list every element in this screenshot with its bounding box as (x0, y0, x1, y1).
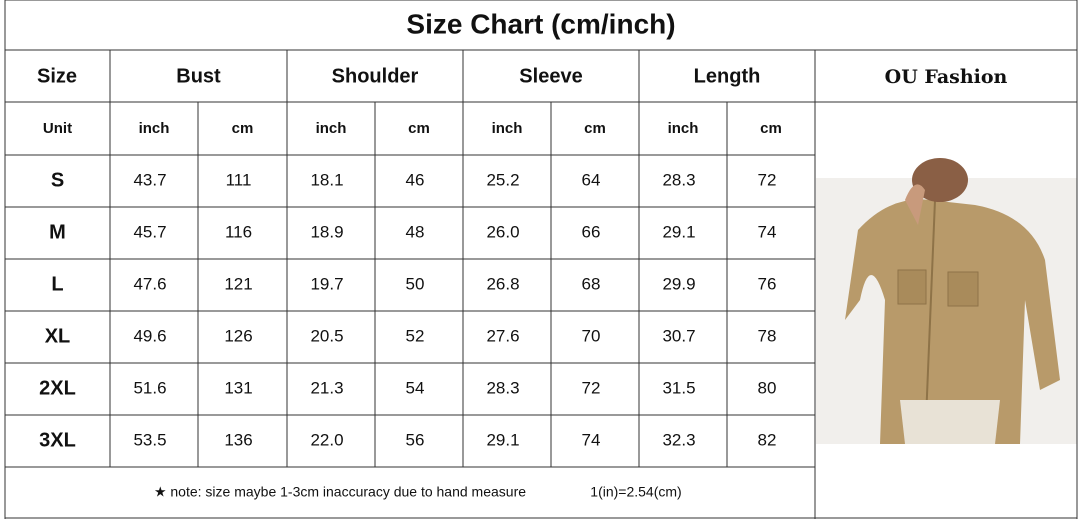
cell-value: 72 (582, 378, 601, 397)
unit-label: cm (408, 120, 430, 137)
cell-value: 28.3 (662, 170, 695, 189)
brand: OU Fashion (885, 66, 1008, 88)
cell-value: 27.6 (486, 326, 519, 345)
table-grid (4, 0, 1078, 519)
group-header: Bust (176, 65, 221, 87)
cell-value: 54 (406, 378, 425, 397)
cell-value: 74 (758, 222, 777, 241)
size-label: 3XL (39, 429, 76, 451)
unit-label: inch (139, 120, 170, 137)
unit-label: Unit (43, 120, 72, 137)
cell-value: 45.7 (133, 222, 166, 241)
cell-value: 136 (224, 430, 252, 449)
group-header: Sleeve (519, 65, 582, 87)
cell-value: 64 (582, 170, 601, 189)
cell-value: 29.1 (486, 430, 519, 449)
unit-label: inch (316, 120, 347, 137)
unit-label: inch (492, 120, 523, 137)
cell-value: 48 (406, 222, 425, 241)
cell-value: 31.5 (662, 378, 695, 397)
unit-label: inch (668, 120, 699, 137)
cell-value: 121 (224, 274, 252, 293)
cell-value: 25.2 (486, 170, 519, 189)
cell-value: 20.5 (310, 326, 343, 345)
size-label: XL (45, 325, 71, 347)
unit-label: cm (584, 120, 606, 137)
cell-value: 30.7 (662, 326, 695, 345)
cell-value: 126 (224, 326, 252, 345)
cell-value: 72 (758, 170, 777, 189)
cell-value: 68 (582, 274, 601, 293)
cell-value: 32.3 (662, 430, 695, 449)
group-header: Length (694, 65, 761, 87)
cell-value: 26.8 (486, 274, 519, 293)
cell-value: 76 (758, 274, 777, 293)
conversion: 1(in)=2.54(cm) (590, 484, 681, 500)
cell-value: 66 (582, 222, 601, 241)
product-photo (816, 158, 1077, 445)
cell-value: 28.3 (486, 378, 519, 397)
cell-value: 82 (758, 430, 777, 449)
unit-label: cm (232, 120, 254, 137)
size-label: S (51, 169, 64, 191)
size-label: L (51, 273, 63, 295)
title: Size Chart (cm/inch) (406, 8, 675, 39)
cell-value: 47.6 (133, 274, 166, 293)
cell-value: 43.7 (133, 170, 166, 189)
group-header: Shoulder (332, 65, 419, 87)
cell-value: 19.7 (310, 274, 343, 293)
cell-value: 29.9 (662, 274, 695, 293)
cell-value: 18.9 (310, 222, 343, 241)
cell-value: 111 (226, 170, 252, 189)
cell-value: 52 (406, 326, 425, 345)
table-cells: Size Chart (cm/inch) Size OU Fashion ★ n… (37, 8, 1008, 499)
size-label: M (49, 221, 66, 243)
cell-value: 29.1 (662, 222, 695, 241)
cell-value: 22.0 (310, 430, 343, 449)
cell-value: 74 (582, 430, 601, 449)
cell-value: 131 (224, 378, 252, 397)
cell-value: 116 (225, 222, 252, 241)
size-label: 2XL (39, 377, 76, 399)
cell-value: 26.0 (486, 222, 519, 241)
cell-value: 21.3 (310, 378, 343, 397)
cell-value: 53.5 (133, 430, 166, 449)
size-header: Size (37, 65, 77, 87)
note: ★ note: size maybe 1-3cm inaccuracy due … (154, 484, 526, 500)
cell-value: 18.1 (310, 170, 343, 189)
cell-value: 80 (758, 378, 777, 397)
cell-value: 49.6 (133, 326, 166, 345)
cell-value: 70 (582, 326, 601, 345)
cell-value: 78 (758, 326, 777, 345)
cell-value: 56 (406, 430, 425, 449)
cell-value: 51.6 (133, 378, 166, 397)
cell-value: 46 (406, 170, 425, 189)
cell-value: 50 (406, 274, 425, 293)
unit-label: cm (760, 120, 782, 137)
